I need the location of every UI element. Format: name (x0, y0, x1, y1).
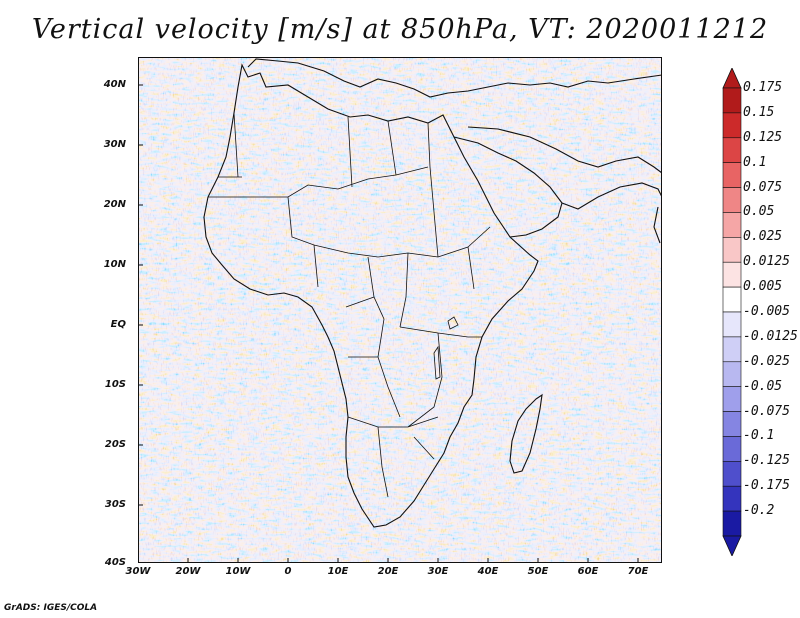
lon-label-30w: 30W (125, 566, 151, 577)
lon-label-30e: 30E (427, 566, 449, 577)
legend-swatch (722, 485, 742, 512)
lat-label-30n: 30N (103, 139, 126, 150)
lat-label-10s: 10S (104, 379, 126, 390)
legend-label: -0.175 (743, 478, 790, 494)
map-title: Vertical velocity [m/s] at 850hPa, VT: 2… (31, 14, 769, 45)
tick-marks (138, 84, 639, 563)
legend-swatch (722, 187, 742, 213)
lat-label-eq: EQ (110, 319, 126, 330)
legend-swatch (722, 386, 742, 412)
legend-swatch (722, 112, 742, 139)
map-canvas (138, 57, 662, 563)
legend-label: 0.175 (743, 80, 783, 95)
lat-label-20n: 20N (103, 199, 126, 210)
legend-label: 0.0125 (743, 254, 790, 270)
lon-label-20e: 20E (377, 566, 399, 577)
legend-swatch (722, 336, 742, 363)
legend-swatch (722, 162, 742, 188)
legend-label: -0.2 (743, 503, 775, 519)
legend-label: 0.075 (743, 179, 783, 195)
lat-label-30s: 30S (104, 499, 126, 510)
legend-label: -0.1 (743, 428, 775, 444)
country-borders (208, 112, 491, 498)
legend-swatch (722, 436, 742, 462)
lat-label-40s: 40S (104, 557, 126, 568)
legend-label: -0.025 (743, 353, 790, 369)
lon-label-10e: 10E (327, 566, 349, 577)
legend-swatch (722, 212, 742, 238)
legend-label: -0.125 (743, 453, 790, 469)
legend-label: 0.125 (743, 129, 783, 145)
legend-label: -0.0125 (743, 328, 798, 344)
legend-swatch (722, 237, 742, 263)
credit-label: GrADS: IGES/COLA (4, 603, 98, 613)
lon-label-60e: 60E (577, 566, 599, 577)
legend-swatch (722, 286, 742, 313)
lat-label-10n: 10N (103, 259, 126, 270)
legend-label: 0.15 (743, 104, 775, 120)
coastlines (203, 58, 662, 528)
arabia-coastline (453, 136, 563, 238)
legend-label: 0.025 (743, 229, 783, 245)
map-frame (138, 57, 662, 563)
legend-swatch (722, 461, 742, 487)
legend-swatch (722, 411, 742, 437)
legend-label: -0.05 (743, 378, 783, 394)
color-legend (722, 68, 742, 556)
legend-swatch (722, 137, 742, 163)
lon-label-20w: 20W (175, 566, 201, 577)
legend-swatch (722, 510, 742, 537)
lat-label-40n: 40N (103, 79, 126, 90)
madagascar-coastline (509, 393, 543, 474)
legend-label: -0.005 (743, 304, 790, 319)
legend-swatch (722, 261, 742, 288)
legend-arrow-bottom (722, 535, 742, 556)
legend-swatch (722, 311, 742, 338)
lon-label-70e: 70E (627, 566, 649, 577)
legend-swatch (722, 87, 742, 114)
legend-label: 0.05 (743, 204, 775, 220)
lat-label-20s: 20S (104, 439, 126, 450)
lon-label-0: 0 (284, 566, 292, 577)
legend-label: 0.1 (743, 154, 767, 170)
legend-label: 0.005 (743, 279, 783, 295)
lon-label-50e: 50E (527, 566, 549, 577)
legend-swatch (722, 361, 742, 387)
lon-label-10w: 10W (225, 566, 251, 577)
europe-coastline (247, 58, 662, 98)
map-panel[interactable] (138, 57, 662, 563)
legend-label: -0.075 (743, 403, 790, 419)
velocity-texture (138, 57, 662, 563)
legend-arrow-top (722, 68, 742, 89)
lon-label-40e: 40E (477, 566, 499, 577)
